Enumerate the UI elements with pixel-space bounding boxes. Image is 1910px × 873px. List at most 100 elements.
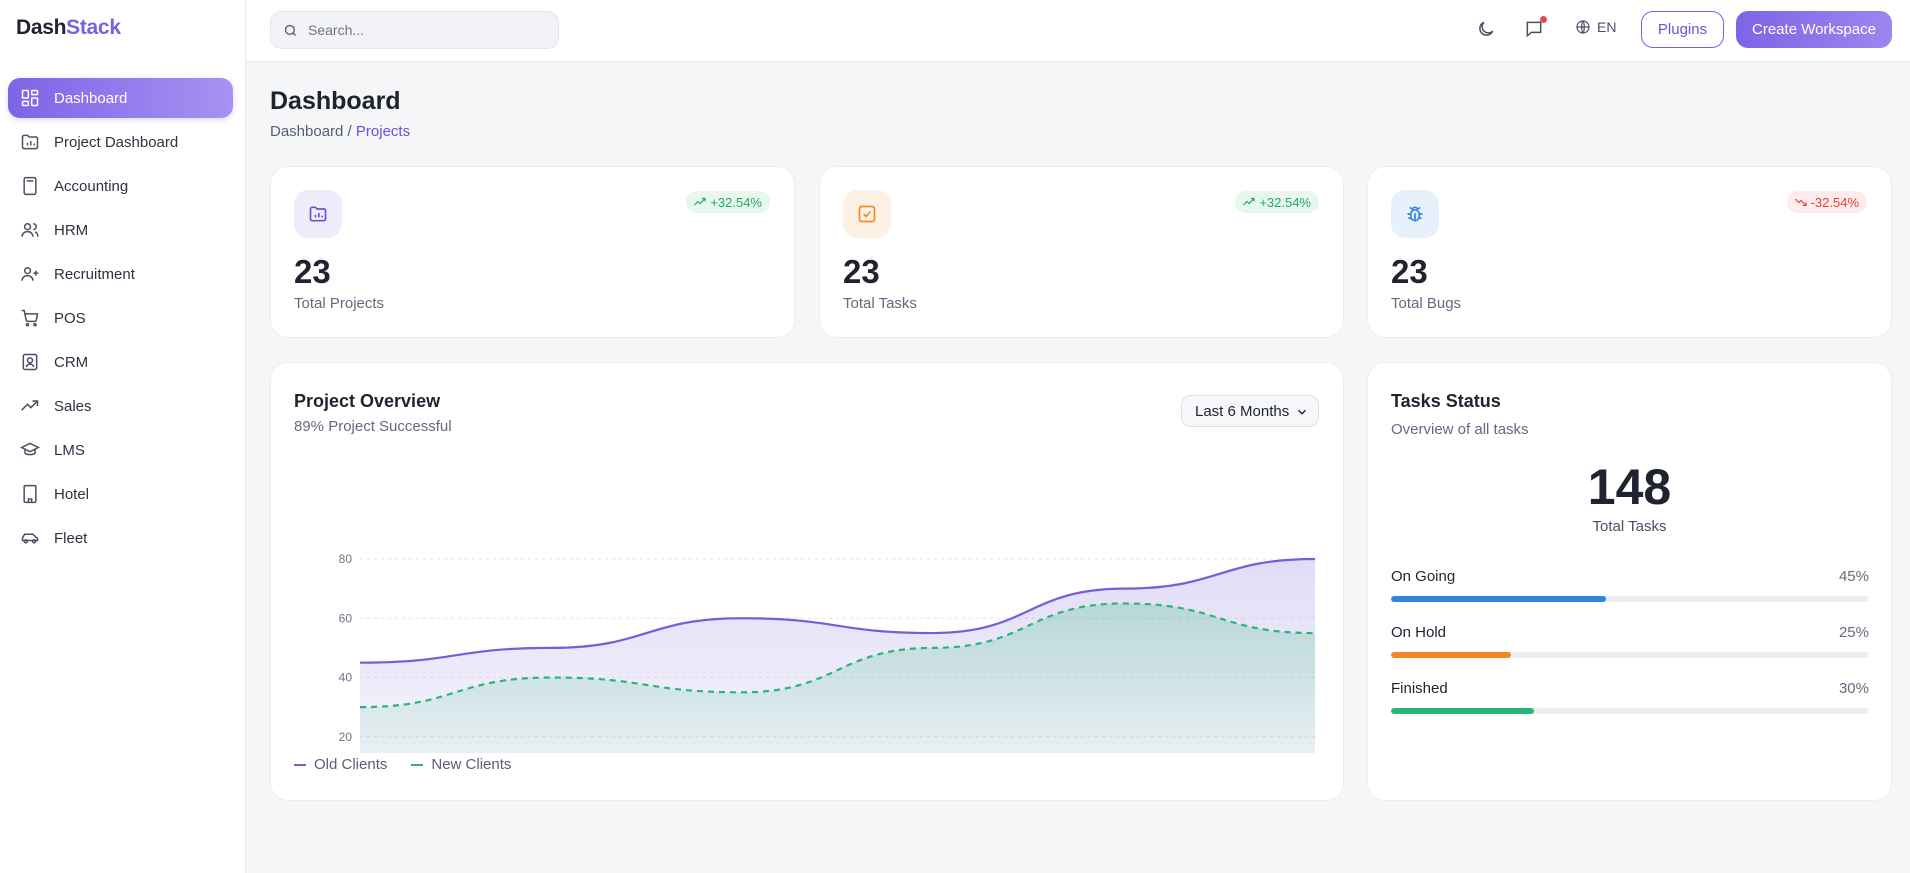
- trend-badge: -32.54%: [1786, 191, 1867, 213]
- topbar: EN Plugins Create Workspace: [246, 0, 1910, 62]
- create-workspace-button[interactable]: Create Workspace: [1736, 11, 1892, 48]
- cart-icon: [20, 308, 40, 328]
- theme-toggle-button[interactable]: [1476, 19, 1498, 41]
- progress-fill: [1391, 596, 1607, 602]
- users-icon: [20, 220, 40, 240]
- progress-onhold: On Hold 25%: [1391, 624, 1869, 658]
- plugins-button[interactable]: Plugins: [1641, 11, 1724, 48]
- tasks-status-card: Tasks Status Overview of all tasks 148 T…: [1367, 362, 1892, 801]
- series-line-new-clients: [359, 602, 1316, 709]
- y-tick-label: 80: [339, 552, 353, 566]
- card-subtitle: Overview of all tasks: [1391, 421, 1529, 438]
- sidebar-item-label: Project Dashboard: [54, 133, 179, 151]
- legend-item-old-clients[interactable]: Old Clients: [294, 756, 387, 773]
- progress-finished: Finished 30%: [1391, 680, 1869, 714]
- stat-value: 23: [294, 253, 331, 290]
- progress-track: [1391, 596, 1869, 602]
- breadcrumb-separator: /: [343, 123, 356, 140]
- total-tasks-value: 148: [1587, 459, 1672, 515]
- project-overview-chart: 020406080 JanFebMarAprMayJun: [339, 552, 1316, 753]
- calculator-icon: [20, 176, 40, 196]
- sidebar-nav: Dashboard Project Dashboard Accounting H…: [8, 78, 233, 562]
- sidebar-item-label: CRM: [54, 353, 89, 371]
- moon-icon: [1476, 19, 1498, 39]
- sidebar-item-label: Recruitment: [54, 265, 135, 283]
- chart-legend: Old Clients New Clients: [294, 756, 535, 773]
- progress-track: [1391, 652, 1869, 658]
- sidebar-item-sales[interactable]: Sales: [8, 386, 233, 426]
- sidebar-item-dashboard[interactable]: Dashboard: [8, 78, 233, 118]
- trend-up-icon: [694, 197, 710, 207]
- sidebar-item-label: POS: [54, 309, 86, 327]
- trend-down-icon: [1794, 197, 1811, 207]
- checkbox-icon: [843, 190, 891, 238]
- card-title: Tasks Status: [1391, 391, 1501, 411]
- folder-chart-icon: [20, 132, 40, 152]
- stat-value: 23: [843, 253, 880, 290]
- sidebar: DashStack Dashboard Project Dashboard Ac…: [0, 0, 246, 873]
- progress-ongoing: On Going 45%: [1391, 568, 1869, 602]
- language-label: EN: [1597, 19, 1617, 35]
- sidebar-item-accounting[interactable]: Accounting: [8, 166, 233, 206]
- breadcrumb: Dashboard / Projects: [270, 123, 410, 140]
- y-tick-label: 20: [339, 730, 353, 744]
- car-icon: [20, 528, 40, 548]
- sidebar-item-pos[interactable]: POS: [8, 298, 233, 338]
- breadcrumb-root[interactable]: Dashboard: [270, 123, 344, 140]
- graduation-cap-icon: [20, 440, 40, 460]
- page-title: Dashboard: [270, 87, 401, 115]
- stat-card-projects: +32.54% 23 Total Projects: [270, 166, 795, 338]
- sidebar-item-label: Sales: [54, 397, 92, 415]
- trending-up-icon: [20, 396, 40, 416]
- language-selector[interactable]: EN: [1575, 19, 1616, 35]
- notification-dot: [1540, 16, 1547, 23]
- y-tick-label: 60: [339, 611, 353, 625]
- stat-label: Total Projects: [294, 295, 385, 312]
- project-overview-card: Project Overview 89% Project Successful …: [270, 362, 1344, 801]
- stat-card-tasks: +32.54% 23 Total Tasks: [819, 166, 1344, 338]
- stat-label: Total Bugs: [1391, 295, 1462, 312]
- breadcrumb-current: Projects: [355, 123, 411, 140]
- legend-item-new-clients[interactable]: New Clients: [411, 756, 511, 773]
- bug-icon: [1391, 190, 1439, 238]
- user-plus-icon: [20, 264, 40, 284]
- progress-fill: [1391, 708, 1535, 714]
- stat-card-bugs: -32.54% 23 Total Bugs: [1367, 166, 1892, 338]
- search-input[interactable]: [308, 22, 538, 38]
- folder-chart-icon: [294, 190, 342, 238]
- trend-up-icon: [1243, 197, 1259, 207]
- sidebar-item-fleet[interactable]: Fleet: [8, 518, 233, 558]
- sidebar-item-label: Hotel: [54, 485, 90, 503]
- sidebar-item-label: LMS: [54, 441, 85, 459]
- sidebar-item-label: Accounting: [54, 177, 129, 195]
- card-title: Project Overview: [294, 391, 441, 411]
- dashboard-icon: [20, 88, 40, 108]
- y-tick-label: 40: [339, 671, 353, 685]
- stat-value: 23: [1391, 253, 1428, 290]
- sidebar-item-hrm[interactable]: HRM: [8, 210, 233, 250]
- series-area-new-clients: [360, 603, 1315, 753]
- building-icon: [20, 484, 40, 504]
- globe-icon: [1575, 19, 1591, 35]
- total-tasks-label: Total Tasks: [1592, 518, 1667, 535]
- sidebar-item-lms[interactable]: LMS: [8, 430, 233, 470]
- sidebar-item-label: HRM: [54, 221, 89, 239]
- search-icon: [283, 23, 298, 38]
- sidebar-item-crm[interactable]: CRM: [8, 342, 233, 382]
- series-line-old-clients: [359, 557, 1316, 664]
- sidebar-item-project-dashboard[interactable]: Project Dashboard: [8, 122, 233, 162]
- range-select[interactable]: Last 6 Months: [1181, 395, 1319, 427]
- stat-label: Total Tasks: [843, 295, 917, 312]
- search-box[interactable]: [270, 11, 559, 49]
- message-icon: [1524, 19, 1546, 39]
- brand-logo[interactable]: DashStack: [16, 16, 121, 39]
- sidebar-item-recruitment[interactable]: Recruitment: [8, 254, 233, 294]
- sidebar-item-label: Dashboard: [54, 89, 128, 107]
- trend-badge: +32.54%: [1235, 191, 1319, 213]
- card-subtitle: 89% Project Successful: [294, 418, 452, 435]
- messages-button[interactable]: [1524, 16, 1547, 41]
- range-select-value: Last 6 Months: [1195, 402, 1290, 420]
- progress-track: [1391, 708, 1869, 714]
- sidebar-item-hotel[interactable]: Hotel: [8, 474, 233, 514]
- sidebar-item-label: Fleet: [54, 529, 88, 547]
